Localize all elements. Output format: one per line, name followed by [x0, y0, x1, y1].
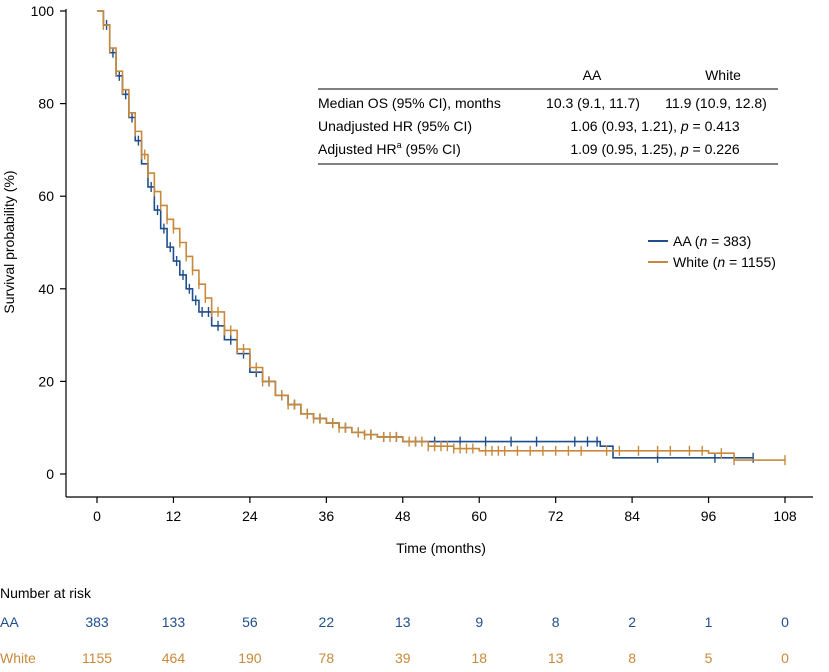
survival-curve-aa [97, 10, 754, 459]
risk-value-aa: 0 [781, 614, 789, 630]
risk-value-white: 464 [162, 650, 186, 666]
summary-col-white: White [705, 67, 741, 83]
adj-p-label: p [680, 141, 689, 157]
risk-value-white: 13 [548, 650, 564, 666]
risk-value-white: 1155 [82, 650, 112, 666]
legend: AA (n = 383) White (n = 1155) [648, 233, 776, 270]
risk-value-aa: 1 [705, 614, 713, 630]
legend-white-count: 1155 [741, 254, 771, 270]
x-tick-label: 84 [624, 508, 640, 524]
y-tick-label: 40 [38, 281, 54, 297]
adj-hr-superscript: a [397, 140, 402, 150]
y-tick-label: 0 [46, 466, 54, 482]
summary-row-unadj-label: Unadjusted HR (95% CI) [318, 118, 472, 134]
summary-table: AA White Median OS (95% CI), months 10.3… [318, 67, 778, 165]
summary-row-median-label: Median OS (95% CI), months [318, 95, 501, 111]
x-tick-label: 96 [701, 508, 717, 524]
risk-value-white: 78 [319, 650, 335, 666]
x-tick-label: 60 [471, 508, 487, 524]
x-tick-label: 72 [548, 508, 564, 524]
y-tick-label: 60 [38, 188, 54, 204]
risk-value-white: 190 [238, 650, 262, 666]
risk-value-aa: 22 [319, 614, 335, 630]
risk-value-aa: 2 [628, 614, 636, 630]
series-white [97, 10, 786, 466]
axes: 0 20 40 60 80 100 0 12 24 36 48 60 72 84 96 108 Surviv… [1, 3, 813, 556]
adj-hr-values: 1.09 (0.95, 1.25), [570, 141, 677, 157]
y-tick-label: 100 [31, 3, 55, 19]
adj-ci-text: (95% CI) [402, 141, 461, 157]
summary-row-median-white: 11.9 (10.9, 12.8) [665, 95, 767, 111]
legend-aa-name: AA [673, 233, 692, 249]
unadj-hr-values: 1.06 (0.93, 1.21), [570, 118, 677, 134]
risk-table-title: Number at risk [0, 585, 92, 601]
unadj-hr-text: Unadjusted HR [318, 118, 413, 134]
y-tick-label: 20 [38, 373, 54, 389]
x-axis-label: Time (months) [396, 540, 486, 556]
legend-white-name: White [673, 254, 709, 270]
summary-row-median-aa: 10.3 (9.1, 11.7) [546, 95, 640, 111]
risk-row-aa-label: AA [0, 614, 19, 630]
risk-value-aa: 13 [395, 614, 411, 630]
unadj-p-label: p [680, 118, 689, 134]
x-tick-label: 12 [166, 508, 182, 524]
legend-aa-count: 383 [723, 233, 747, 249]
risk-value-white: 5 [705, 650, 713, 666]
summary-col-aa: AA [583, 67, 602, 83]
legend-aa-label: AA (n = 383) [673, 233, 751, 249]
y-axis-label: Survival probability (%) [1, 170, 17, 313]
risk-value-aa: 133 [162, 614, 186, 630]
legend-white-n: n [717, 254, 725, 270]
risk-values: 383 133 56 22 13 9 8 2 1 0 1155 464 190 78 39 18 13 8 5 0 [82, 614, 789, 666]
y-tick-label: 80 [38, 96, 54, 112]
x-tick-label: 108 [773, 508, 797, 524]
unadj-p-value: = 0.413 [689, 118, 740, 134]
risk-value-aa: 56 [242, 614, 258, 630]
x-tick-label: 48 [395, 508, 411, 524]
adj-hr-text: Adjusted HR [318, 141, 397, 157]
x-tick-label: 24 [242, 508, 258, 524]
risk-value-white: 0 [781, 650, 789, 666]
risk-value-white: 8 [628, 650, 636, 666]
summary-row-adj-label: Adjusted HRa (95% CI) [318, 140, 461, 157]
unadj-ci-text: (95% CI) [413, 118, 472, 134]
x-tick-label: 36 [319, 508, 335, 524]
risk-value-white: 39 [395, 650, 411, 666]
risk-value-aa: 383 [85, 614, 109, 630]
y-ticks: 0 20 40 60 80 100 [31, 3, 66, 482]
series-aa [97, 10, 754, 463]
x-tick-label: 0 [93, 508, 101, 524]
legend-aa-n: n [699, 233, 707, 249]
risk-table: Number at risk AA White 383 133 56 22 13 9 8 2 1… [0, 585, 789, 666]
x-ticks: 0 12 24 36 48 60 72 84 96 108 [93, 497, 797, 524]
adj-p-value: = 0.226 [689, 141, 740, 157]
risk-value-white: 18 [471, 650, 487, 666]
summary-row-adj-value: 1.09 (0.95, 1.25), p = 0.226 [570, 141, 740, 157]
risk-value-aa: 8 [552, 614, 560, 630]
risk-row-white-label: White [0, 650, 36, 666]
legend-white-label: White (n = 1155) [673, 254, 776, 270]
summary-row-unadj-value: 1.06 (0.93, 1.21), p = 0.413 [570, 118, 740, 134]
risk-value-aa: 9 [475, 614, 483, 630]
survival-curves [97, 10, 786, 466]
